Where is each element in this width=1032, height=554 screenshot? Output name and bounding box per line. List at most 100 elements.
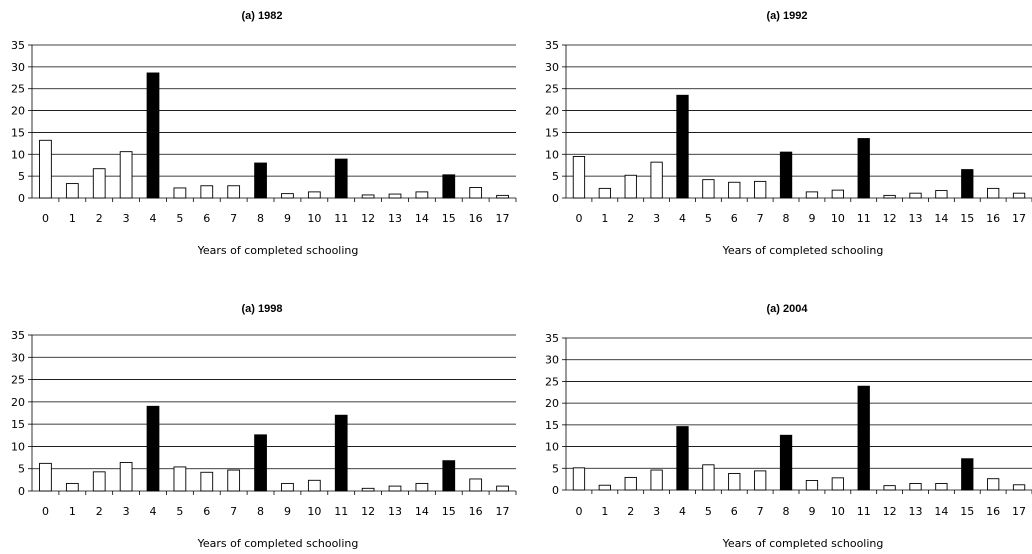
y-tick-label: 35 (11, 39, 25, 52)
x-tick-label: 0 (575, 505, 582, 518)
x-tick-label: 17 (1012, 505, 1026, 518)
bar-16 (469, 478, 483, 492)
bar-12 (883, 485, 896, 491)
x-tick-label: 2 (627, 505, 634, 518)
y-tick-label: 0 (18, 192, 25, 205)
bar-13 (388, 485, 402, 492)
x-tick-label: 7 (230, 212, 237, 225)
x-tick-label: 4 (679, 212, 686, 225)
bar-15 (442, 174, 456, 199)
bar-14 (935, 190, 948, 199)
x-tick-label: 3 (653, 505, 660, 518)
bar-1 (65, 482, 79, 492)
bar-6 (200, 185, 214, 199)
x-tick-label: 9 (284, 505, 291, 518)
x-tick-label: 13 (388, 505, 402, 518)
x-tick-label: 11 (857, 212, 871, 225)
x-tick-label: 8 (257, 505, 264, 518)
bar-2 (92, 168, 106, 199)
bar-16 (987, 478, 1000, 491)
x-tick-label: 5 (705, 505, 712, 518)
bar-9 (805, 191, 819, 199)
chart-panel-2004: (a) 2004 0 5 10 15 20 25 30 35 0 1 2 3 4 5 6 7 8 9 10 11 12 13… (534, 293, 1032, 554)
bar-5 (702, 464, 715, 491)
y-tick-label: 5 (552, 170, 559, 183)
chart-title: (a) 1982 (242, 10, 283, 22)
x-tick-label: 16 (986, 212, 1000, 225)
bar-7 (754, 470, 767, 491)
x-tick-label: 11 (857, 505, 871, 518)
x-tick-label: 3 (653, 212, 660, 225)
bar-16 (469, 187, 483, 199)
x-tick-label: 0 (42, 505, 49, 518)
bar-4 (146, 72, 160, 199)
y-tick-label: 5 (552, 462, 559, 475)
bar-8 (254, 434, 267, 492)
chart-title: (a) 1998 (242, 303, 283, 315)
bar-4 (676, 426, 689, 491)
y-tick-label: 30 (11, 351, 25, 364)
x-tick-label: 10 (307, 505, 321, 518)
x-tick-label: 14 (415, 212, 429, 225)
x-tick-label: 4 (150, 212, 157, 225)
bar-6 (728, 473, 741, 491)
bar-8 (779, 434, 793, 491)
bar-7 (754, 180, 767, 199)
x-tick-label: 2 (96, 505, 103, 518)
x-tick-label: 2 (627, 212, 634, 225)
x-tick-label: 17 (496, 505, 510, 518)
x-axis-title: Years of completed schooling (197, 537, 359, 550)
bar-4 (676, 94, 689, 199)
x-tick-label: 15 (960, 505, 974, 518)
y-tick-label: 10 (545, 441, 559, 454)
bar-17 (1012, 484, 1026, 491)
bar-4 (146, 405, 160, 492)
bar-7 (227, 469, 241, 492)
x-tick-label: 14 (934, 212, 948, 225)
x-tick-label: 9 (808, 505, 815, 518)
x-tick-label: 10 (307, 212, 321, 225)
y-tick-label: 5 (18, 170, 25, 183)
x-tick-label: 17 (1012, 212, 1026, 225)
x-tick-label: 5 (176, 212, 183, 225)
y-tick-label: 25 (11, 374, 25, 387)
x-tick-label: 14 (934, 505, 948, 518)
bar-13 (909, 192, 922, 199)
y-tick-label: 20 (11, 105, 25, 118)
bar-3 (119, 151, 133, 199)
bar-11 (334, 414, 348, 492)
bar-1 (65, 183, 79, 199)
x-tick-label: 13 (388, 212, 402, 225)
x-tick-label: 6 (203, 505, 210, 518)
x-tick-label: 8 (783, 505, 790, 518)
x-tick-label: 9 (808, 212, 815, 225)
y-tick-label: 35 (545, 39, 559, 52)
bar-15 (442, 460, 456, 492)
bar-10 (307, 191, 321, 199)
x-tick-label: 17 (496, 212, 510, 225)
x-tick-label: 9 (284, 212, 291, 225)
bar-13 (388, 193, 402, 199)
x-tick-label: 8 (783, 212, 790, 225)
bar-6 (200, 471, 214, 492)
y-tick-label: 25 (545, 375, 559, 388)
x-tick-label: 14 (415, 505, 429, 518)
bar-8 (254, 162, 267, 199)
x-tick-label: 4 (150, 505, 157, 518)
bar-3 (650, 469, 663, 491)
bar-9 (281, 193, 294, 199)
x-tick-label: 1 (601, 505, 608, 518)
x-axis-title: Years of completed schooling (197, 244, 359, 257)
x-tick-label: 5 (705, 212, 712, 225)
x-tick-label: 12 (883, 505, 897, 518)
x-tick-label: 10 (831, 212, 845, 225)
bar-17 (496, 485, 509, 492)
x-tick-label: 12 (883, 212, 897, 225)
x-tick-label: 7 (230, 505, 237, 518)
bar-2 (624, 174, 637, 199)
x-tick-label: 12 (361, 505, 375, 518)
bar-12 (361, 487, 375, 492)
x-tick-label: 16 (469, 212, 483, 225)
y-tick-label: 5 (18, 463, 25, 476)
x-tick-label: 7 (757, 505, 764, 518)
